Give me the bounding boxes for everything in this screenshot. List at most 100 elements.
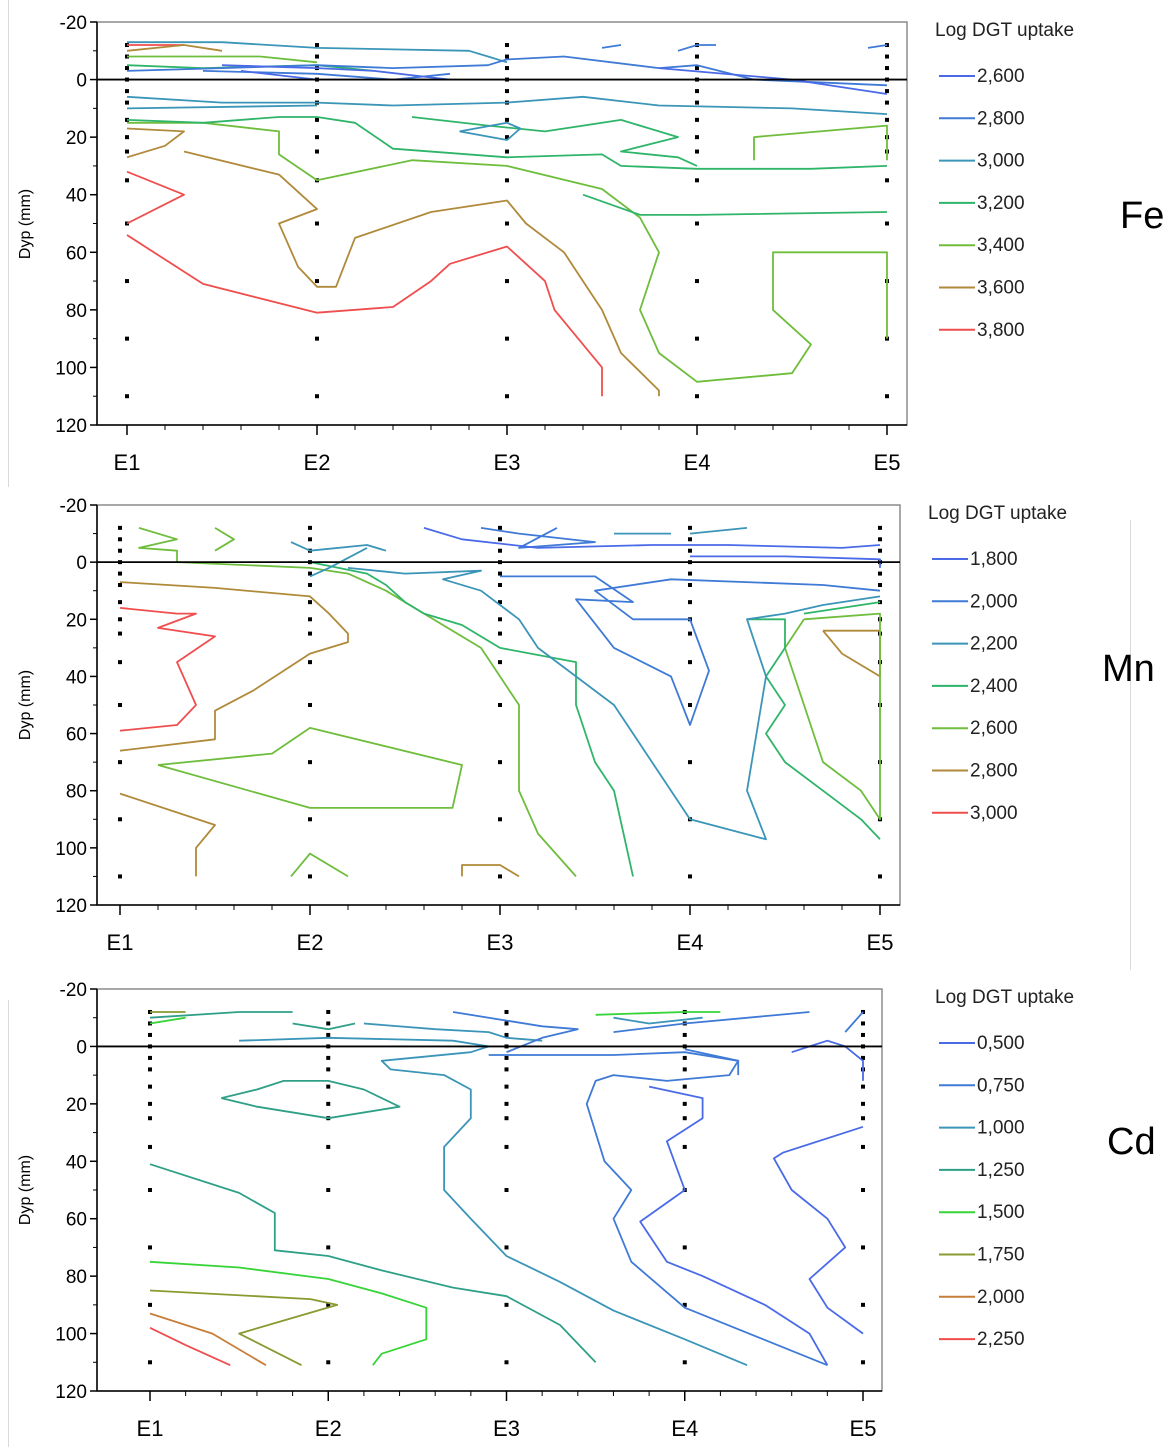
sample-point [308, 571, 312, 576]
sample-point [148, 1360, 152, 1365]
contour-line-3,000 [119, 607, 216, 732]
sample-point [118, 571, 122, 576]
sample-point [326, 1032, 331, 1037]
sample-point [308, 600, 312, 605]
contour-line-2,200 [689, 527, 748, 535]
sample-point [885, 54, 889, 59]
sample-point [695, 394, 699, 399]
contour-line-1,250 [149, 1011, 293, 1019]
contour-line-2,200 [347, 567, 881, 841]
contour-line-2,400 [747, 618, 881, 840]
sample-point [504, 1101, 509, 1106]
sample-point [118, 537, 122, 542]
sample-point [861, 1055, 865, 1060]
contour-line-1,800 [690, 555, 881, 568]
sample-point [308, 537, 312, 542]
y-tick-label: 40 [66, 667, 87, 688]
sample-point [315, 149, 319, 154]
sample-point [695, 221, 699, 226]
sample-point [118, 600, 122, 605]
sample-point [308, 660, 312, 665]
sample-point [326, 1302, 331, 1307]
legend-label: 3,200 [977, 193, 1025, 214]
legend-label: 0,500 [977, 1033, 1025, 1054]
contour-line-2,600 [784, 612, 881, 821]
contour-line-0,500 [773, 1125, 864, 1335]
contour-line-0,750 [844, 1011, 864, 1033]
sample-point [504, 1009, 509, 1014]
sample-point [688, 537, 692, 542]
sample-point [148, 1144, 152, 1149]
sample-point [505, 336, 509, 341]
contour-line-2,800 [867, 44, 888, 49]
sample-point [118, 583, 122, 587]
sample-point [505, 178, 509, 183]
contour-line-2,800 [202, 70, 451, 81]
sample-point [315, 54, 319, 59]
sample-point [695, 89, 699, 94]
sample-point [125, 135, 129, 140]
mn-chart: -20 0 20 40 60 80 100 120 Dyp (mm) E1 E2 E3 E4 E5 Log … [17, 496, 1067, 955]
y-tick-label: 100 [55, 1325, 87, 1346]
contour-line-1,250 [221, 1080, 401, 1120]
sample-point [861, 1084, 865, 1089]
x-tick-label: E1 [137, 1416, 164, 1441]
sample-point [504, 1245, 509, 1250]
contour-line-2,200 [290, 541, 387, 552]
legend-title: Log DGT uptake [928, 503, 1067, 524]
contour-line-3,800 [126, 170, 185, 225]
sample-point [125, 336, 129, 341]
contour-line-1,000 [613, 1016, 703, 1025]
legend-label: 2,800 [977, 108, 1025, 129]
sample-point [315, 394, 319, 399]
y-tick-label: 60 [66, 243, 87, 264]
contour-line-3,000 [459, 121, 522, 141]
sample-point [878, 525, 882, 530]
contour-line-2,000 [500, 575, 881, 726]
sample-point [326, 1084, 331, 1089]
sample-point [125, 100, 129, 105]
sample-point [315, 89, 319, 94]
sample-point [688, 660, 692, 665]
legend-label: 2,000 [977, 1287, 1025, 1308]
sample-point [326, 1144, 331, 1149]
sample-point [125, 149, 129, 154]
contour-line-2,600 [290, 852, 349, 878]
sample-point [118, 660, 122, 665]
sample-point [308, 525, 312, 530]
sample-point [308, 874, 312, 879]
sample-point [315, 43, 319, 48]
y-tick-label: 80 [66, 1267, 87, 1288]
sample-point [326, 1245, 331, 1250]
contour-line-2,800 [601, 44, 622, 49]
sample-point [148, 1067, 152, 1072]
contour-line-3,200 [582, 193, 888, 216]
x-tick-label: E5 [874, 450, 901, 475]
y-tick-label: 120 [55, 416, 87, 437]
legend-label: 1,250 [977, 1160, 1025, 1181]
sample-point [308, 631, 312, 636]
y-tick-label: 120 [55, 1382, 87, 1403]
y-tick-label: 120 [55, 896, 87, 917]
sample-point [118, 548, 122, 553]
sample-point [861, 1188, 865, 1192]
plot-frame [96, 988, 883, 1392]
sample-point [682, 1055, 687, 1060]
x-tick-label: E3 [487, 930, 514, 955]
sample-point [498, 660, 502, 665]
sample-point [878, 874, 882, 879]
sample-point [148, 1188, 152, 1192]
sample-point [688, 703, 692, 707]
sample-point [125, 394, 129, 399]
sample-point [695, 100, 699, 105]
contour-line-2,600 [157, 726, 463, 809]
cd-chart: -20 0 20 40 60 80 100 120 Dyp (mm) E1 E2 E3 E4 E5 Log … [17, 980, 1074, 1441]
sample-point [504, 1084, 509, 1089]
sample-point [326, 1360, 331, 1365]
contour-line-3,200 [126, 116, 888, 170]
contour-line-2,000 [480, 527, 596, 549]
legend-label: 2,400 [970, 676, 1018, 697]
sample-point [688, 525, 692, 530]
mn-panel: -20 0 20 40 60 80 100 120 Dyp (mm) E1 E2 E3 E4 E5 Log … [0, 483, 1171, 966]
sample-point [315, 117, 319, 122]
